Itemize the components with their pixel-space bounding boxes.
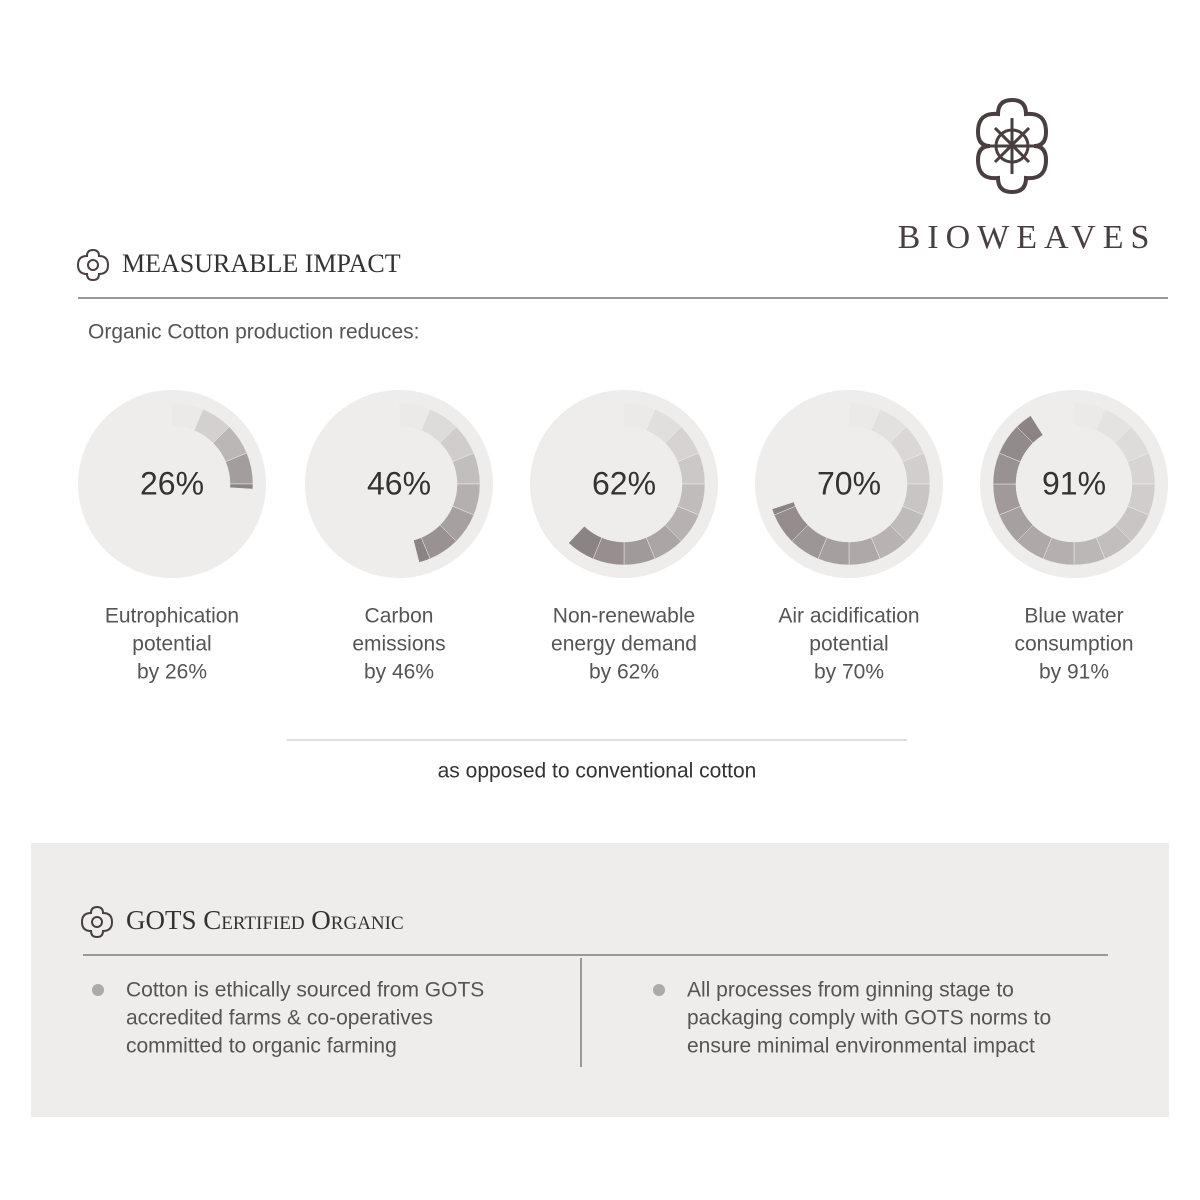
gauge-label: Non-renewable xyxy=(553,605,695,628)
gauge-label: by 62% xyxy=(589,661,659,684)
point-text: ensure minimal environmental impact xyxy=(687,1035,1035,1058)
gauge-arc xyxy=(568,402,706,566)
gauge-label: potential xyxy=(809,633,888,656)
certification-panel xyxy=(31,843,1169,1117)
point-text: accredited farms & co-operatives xyxy=(126,1007,433,1030)
gauge-label: by 46% xyxy=(364,661,434,684)
gauge-label: consumption xyxy=(1014,633,1133,656)
gauge-value: 70% xyxy=(817,465,881,501)
section-icon xyxy=(80,905,114,939)
brand-name: BIOWEAVES xyxy=(898,219,1157,256)
footnote: as opposed to conventional cotton xyxy=(438,760,757,783)
gauge-label: potential xyxy=(132,633,211,656)
gauge-label: by 91% xyxy=(1039,661,1109,684)
gauge-segment xyxy=(771,501,796,516)
gauge-label: energy demand xyxy=(551,633,697,656)
gauge-label: Carbon xyxy=(365,605,434,628)
logo xyxy=(975,97,1049,195)
intro: Organic Cotton production reduces: xyxy=(88,321,420,344)
gauge-value: 26% xyxy=(140,465,204,501)
gauge-label: by 26% xyxy=(137,661,207,684)
points: Cotton is ethically sourced from GOTS acc… xyxy=(92,979,1051,1058)
gauge-label: by 70% xyxy=(814,661,884,684)
section-title: GOTS Certified Organic xyxy=(126,905,404,935)
gauge-segment xyxy=(568,525,603,560)
bullet xyxy=(92,984,104,996)
gauge-segment xyxy=(413,537,431,563)
gauges: 26% Eutrophication potential by 26% 46% Carbo… xyxy=(78,390,1168,684)
section-icon xyxy=(76,248,110,282)
gauge-segment xyxy=(1016,415,1044,444)
point-text: committed to organic farming xyxy=(126,1035,397,1058)
gauge-label: Eutrophication xyxy=(105,605,239,628)
gauge-arc xyxy=(771,402,931,566)
bullet xyxy=(653,984,665,996)
gauge-value: 46% xyxy=(367,465,431,501)
gauge-arc xyxy=(992,402,1156,566)
gauge-label: Blue water xyxy=(1024,605,1123,628)
section-title: MEASURABLE IMPACT xyxy=(122,249,401,278)
gauge-value: 91% xyxy=(1042,465,1106,501)
gauge-value: 62% xyxy=(592,465,656,501)
gauge-arc xyxy=(171,402,254,490)
gauge-segment xyxy=(229,483,254,490)
point-text: packaging comply with GOTS norms to xyxy=(687,1007,1051,1030)
point-text: All processes from ginning stage to xyxy=(687,979,1014,1002)
point-text: Cotton is ethically sourced from GOTS xyxy=(126,979,484,1002)
gauge-label: Air acidification xyxy=(778,605,919,628)
gauge-arc xyxy=(398,402,481,563)
gauge-label: emissions xyxy=(352,633,445,656)
